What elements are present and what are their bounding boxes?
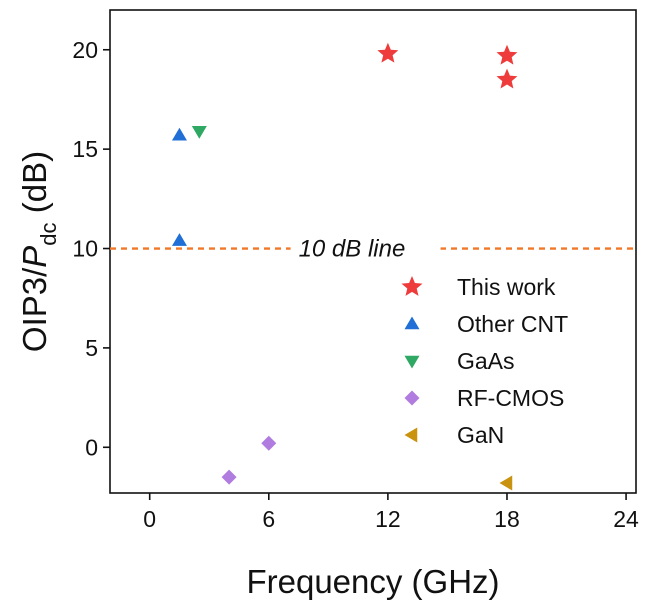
- x-tick-label: 0: [143, 506, 156, 532]
- legend-marker-rf-cmos: [404, 390, 420, 406]
- legend-marker-gaas: [404, 355, 420, 369]
- y-axis-label-unit: (dB): [16, 151, 53, 223]
- y-tick-label: 20: [72, 37, 98, 63]
- x-axis-ticks: 0 6 12 18 24: [143, 493, 639, 532]
- data-point-this-work: [377, 42, 399, 63]
- x-tick-label: 24: [613, 506, 639, 532]
- x-axis-label: Frequency (GHz): [246, 563, 499, 600]
- legend-label-gan: GaN: [457, 422, 504, 448]
- legend-marker-this-work: [401, 276, 423, 296]
- legend-label-other-cnt: Other CNT: [457, 311, 568, 337]
- y-tick-label: 15: [72, 136, 98, 162]
- plot-area: 10 dB line: [109, 9, 637, 494]
- y-tick-label: 10: [72, 236, 98, 262]
- data-point-other-cnt: [171, 233, 187, 246]
- x-tick-label: 12: [375, 506, 401, 532]
- legend-marker-gan: [404, 427, 418, 443]
- data-point-rf-cmos: [221, 469, 237, 485]
- data-point-this-work: [496, 44, 518, 65]
- y-axis-label: OIP3/Pdc (dB): [16, 151, 61, 352]
- reference-label-background: [290, 232, 441, 265]
- data-point-gan: [499, 475, 513, 491]
- reference-line-label: 10 dB line: [299, 236, 406, 263]
- y-axis-label-var: P: [16, 246, 53, 268]
- data-point-this-work: [496, 68, 518, 89]
- y-axis-ticks: 0 5 10 15 20: [72, 37, 110, 460]
- y-axis-label-main: OIP3/: [16, 267, 53, 352]
- y-tick-label: 0: [85, 434, 98, 460]
- data-point-rf-cmos: [261, 435, 277, 451]
- plot-frame: [109, 9, 637, 494]
- legend-label-this-work: This work: [457, 274, 556, 300]
- y-tick-label: 5: [85, 335, 98, 361]
- data-point-gaas: [191, 125, 207, 139]
- y-axis-label-sub: dc: [36, 222, 61, 245]
- data-point-other-cnt: [171, 127, 187, 141]
- legend: This work Other CNT GaAs RF-CMOS GaN: [401, 274, 568, 448]
- x-tick-label: 18: [494, 506, 520, 532]
- legend-marker-other-cnt: [404, 316, 420, 330]
- legend-label-gaas: GaAs: [457, 348, 515, 374]
- legend-label-rf-cmos: RF-CMOS: [457, 385, 564, 411]
- x-tick-label: 6: [262, 506, 275, 532]
